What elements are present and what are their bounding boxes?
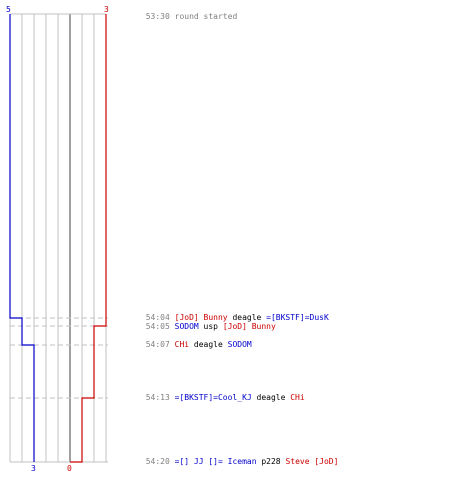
team-a-start-count: 5 <box>6 5 11 14</box>
killer-name: [JoD] Bunny <box>175 313 228 322</box>
event-time: 54:13 <box>146 393 170 402</box>
event-time: 54:20 <box>146 457 170 466</box>
team-a-alive-line <box>9 14 35 462</box>
team-b-start-count: 3 <box>104 5 109 14</box>
victim-name: =[BKSTF]=DusK <box>266 313 329 322</box>
event-time: 54:04 <box>146 313 170 322</box>
event-row: 54:20 =[] JJ []= Iceman p228 Steve [JoD] <box>112 457 363 466</box>
killer-name: SODOM <box>175 322 199 331</box>
timeline-grid <box>9 13 107 463</box>
weapon: p228 <box>261 457 285 466</box>
team-a-end-count: 3 <box>31 464 36 473</box>
victim-name: [JoD] Bunny <box>223 322 276 331</box>
team-b-end-count: 0 <box>67 464 72 473</box>
victim-name: SODOM <box>228 340 252 349</box>
killer-name: =[] JJ []= <box>175 457 223 466</box>
victim-name: CHi <box>290 393 305 402</box>
victim-name: Steve [JoD] <box>285 457 338 466</box>
killer-name: Iceman <box>223 457 262 466</box>
weapon: deagle <box>189 340 228 349</box>
killer-name: =[BKSTF]=Cool_KJ <box>175 393 252 402</box>
event-row: 53:30 round started <box>112 12 261 21</box>
event-log: 53:30 round started 54:04 [JoD] Bunny de… <box>112 12 363 466</box>
weapon: deagle <box>228 313 267 322</box>
event-time: 54:07 <box>146 340 170 349</box>
event-time: 53:30 <box>146 12 170 21</box>
weapon: usp <box>199 322 223 331</box>
event-time: 54:05 <box>146 322 170 331</box>
weapon: deagle <box>252 393 291 402</box>
event-row: 54:05 SODOM usp [JoD] Bunny <box>112 322 300 331</box>
event-row: 54:13 =[BKSTF]=Cool_KJ deagle CHi <box>112 393 329 402</box>
event-row: 54:04 [JoD] Bunny deagle =[BKSTF]=DusK <box>112 313 353 322</box>
killer-name: CHi <box>175 340 190 349</box>
event-text: round started <box>175 12 238 21</box>
event-row: 54:07 CHi deagle SODOM <box>112 340 276 349</box>
event-dashes <box>10 317 108 463</box>
team-b-alive-line <box>70 14 107 463</box>
